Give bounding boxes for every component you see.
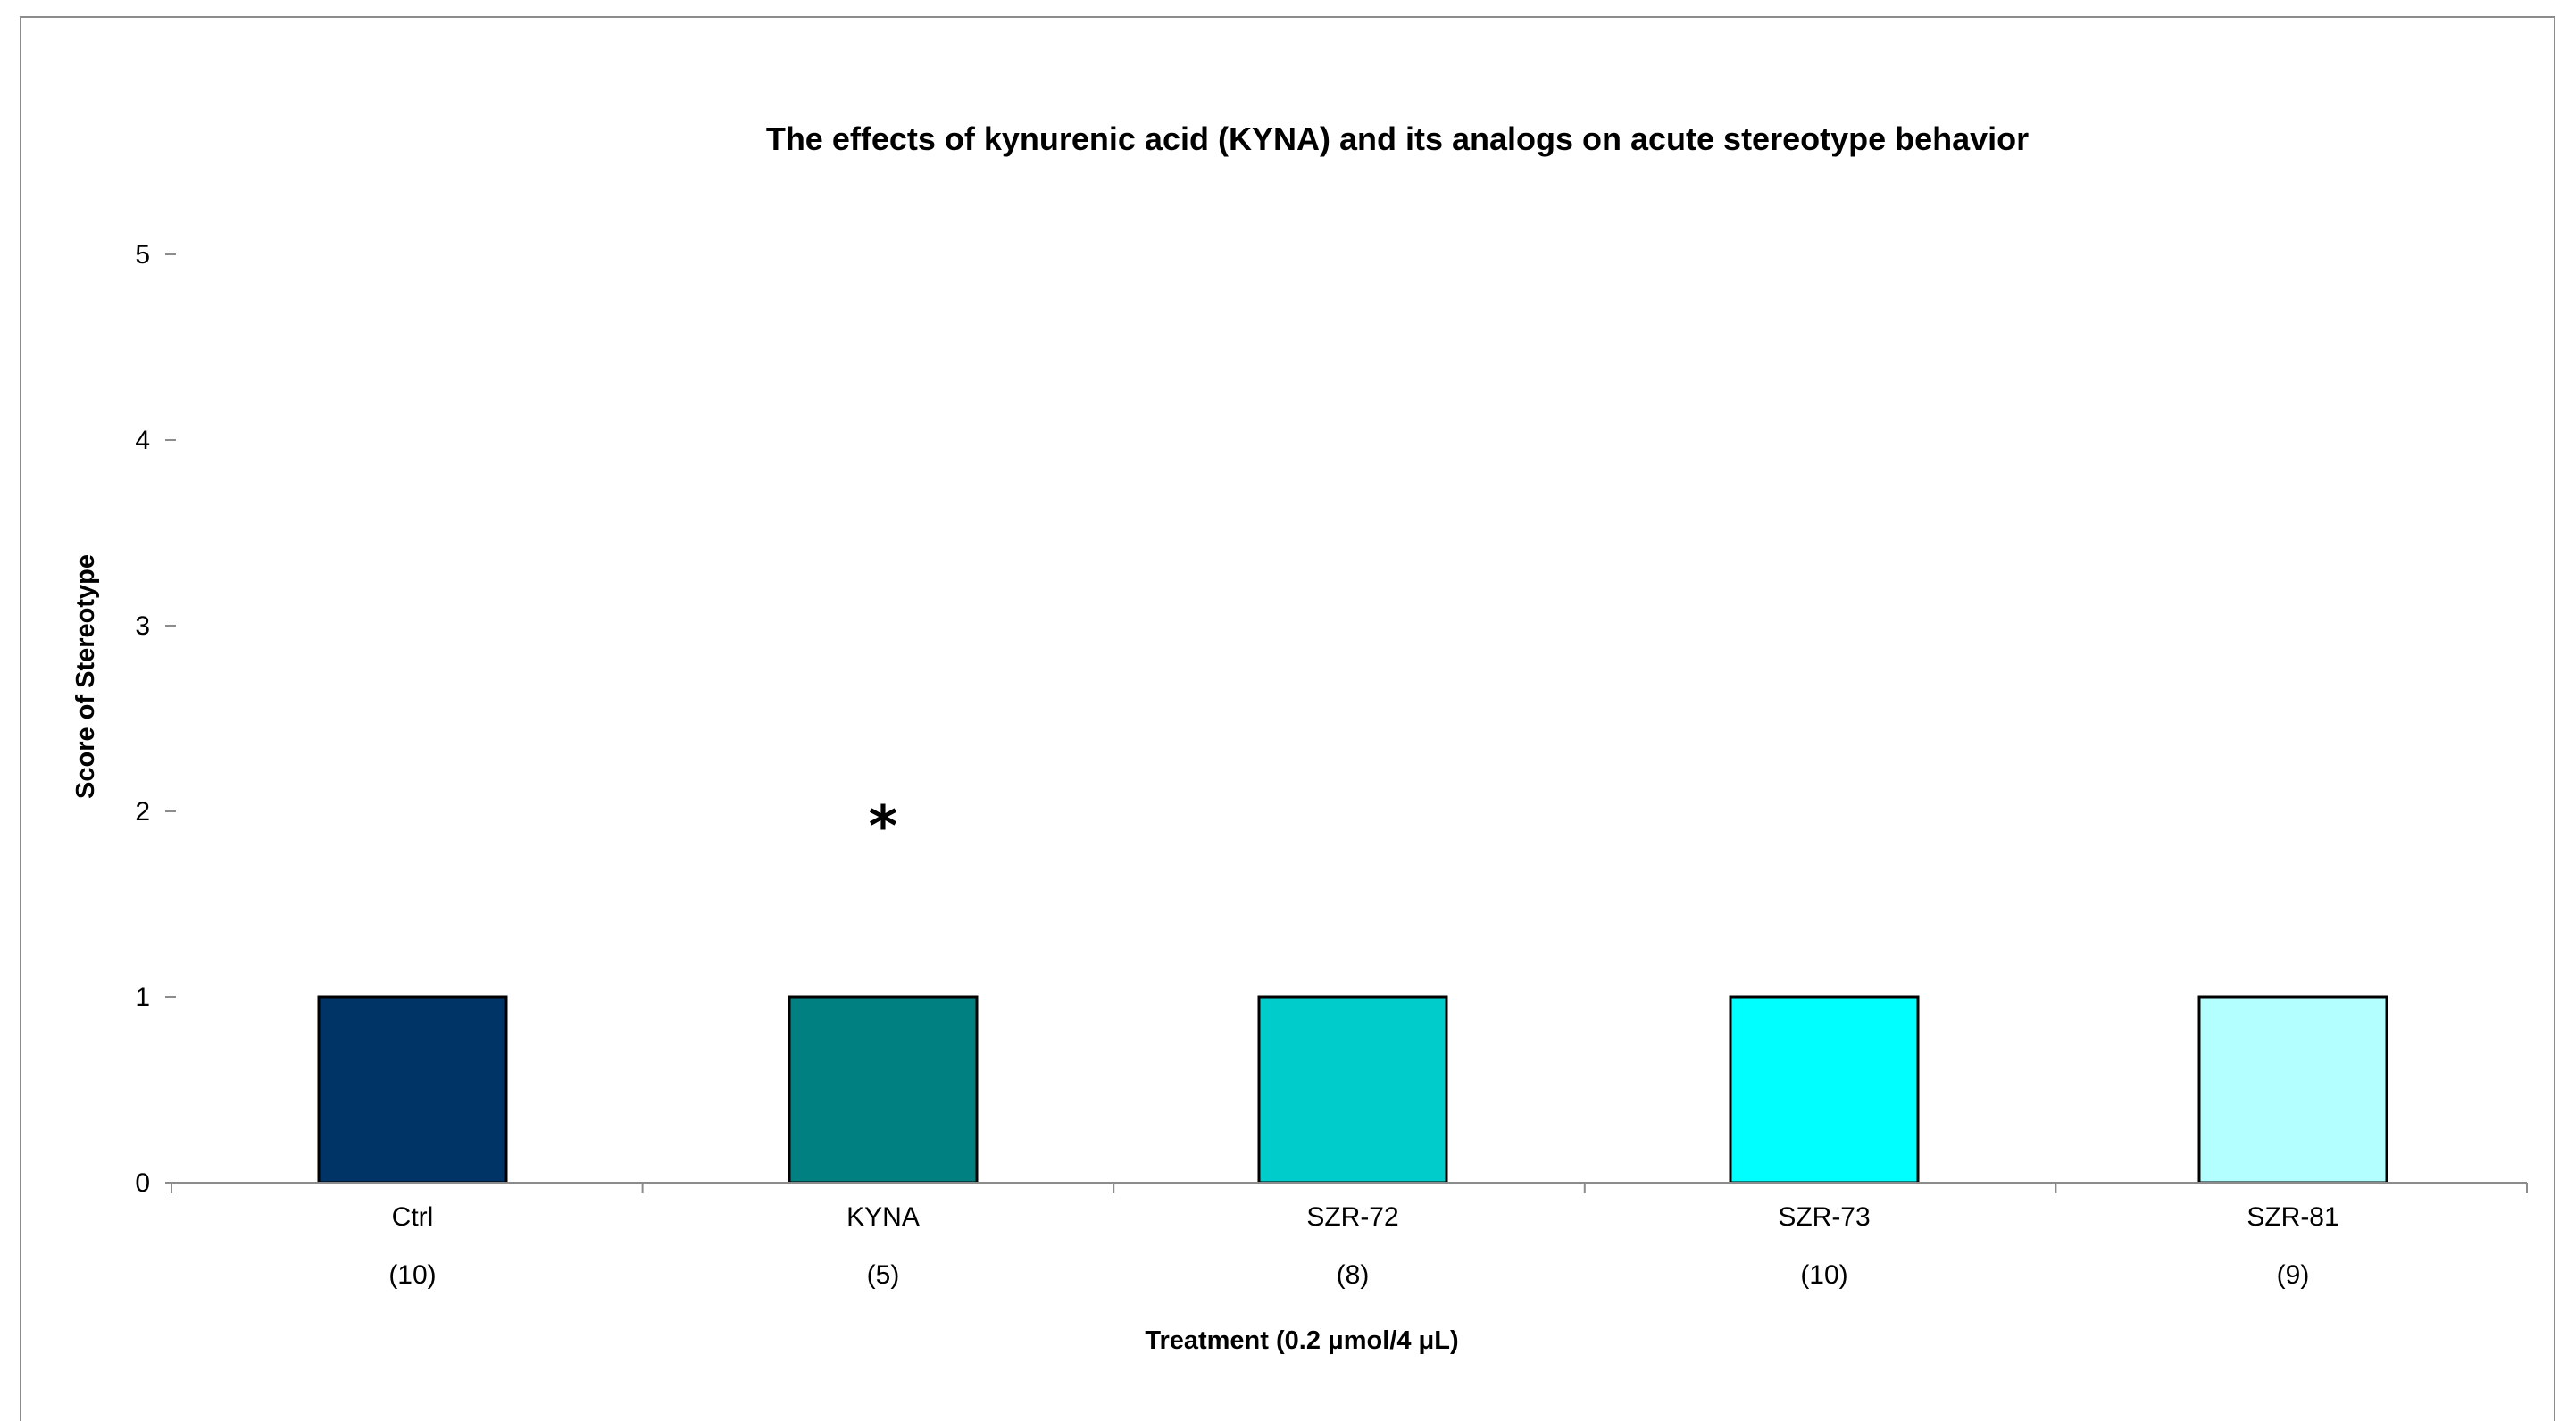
y-tick-label: 5: [135, 240, 150, 270]
sample-size-label: (8): [1337, 1260, 1370, 1290]
chart-title: The effects of kynurenic acid (KYNA) and…: [766, 120, 2029, 157]
x-tick-label: SZR-81: [2247, 1202, 2338, 1232]
x-tick-label: KYNA: [846, 1202, 920, 1232]
x-tick-label: Ctrl: [392, 1202, 434, 1232]
y-tick-label: 2: [135, 797, 150, 827]
sample-size-label: (10): [388, 1260, 436, 1290]
y-tick-label: 4: [135, 426, 150, 455]
plot-area: 0 1 2 3 4 5 Ctrl (10) KYNA (5) SZR-72 (8) SZR-73 (10)…: [135, 240, 2528, 1290]
chart-frame: [20, 16, 2555, 1421]
x-tick-label: SZR-73: [1778, 1202, 1870, 1232]
sample-size-label: (5): [867, 1260, 900, 1290]
y-axis-label: Score of Stereotype: [71, 554, 100, 799]
significance-marker: *: [869, 794, 897, 859]
bar-szr-73: [1729, 995, 1920, 1184]
y-tick-label: 0: [135, 1168, 150, 1198]
y-tick-label: 3: [135, 611, 150, 641]
bar-szr-72: [1257, 995, 1448, 1184]
y-tick-label: 1: [135, 983, 150, 1012]
sample-size-label: (10): [1800, 1260, 1847, 1290]
bar-kyna: [788, 995, 979, 1184]
x-tick-label: SZR-72: [1306, 1202, 1398, 1232]
bar-szr-81: [2197, 995, 2388, 1184]
x-axis-label: Treatment (0.2 μmol/4 μL): [1145, 1326, 1458, 1355]
sample-size-label: (9): [2277, 1260, 2310, 1290]
bar-ctrl: [317, 995, 508, 1184]
